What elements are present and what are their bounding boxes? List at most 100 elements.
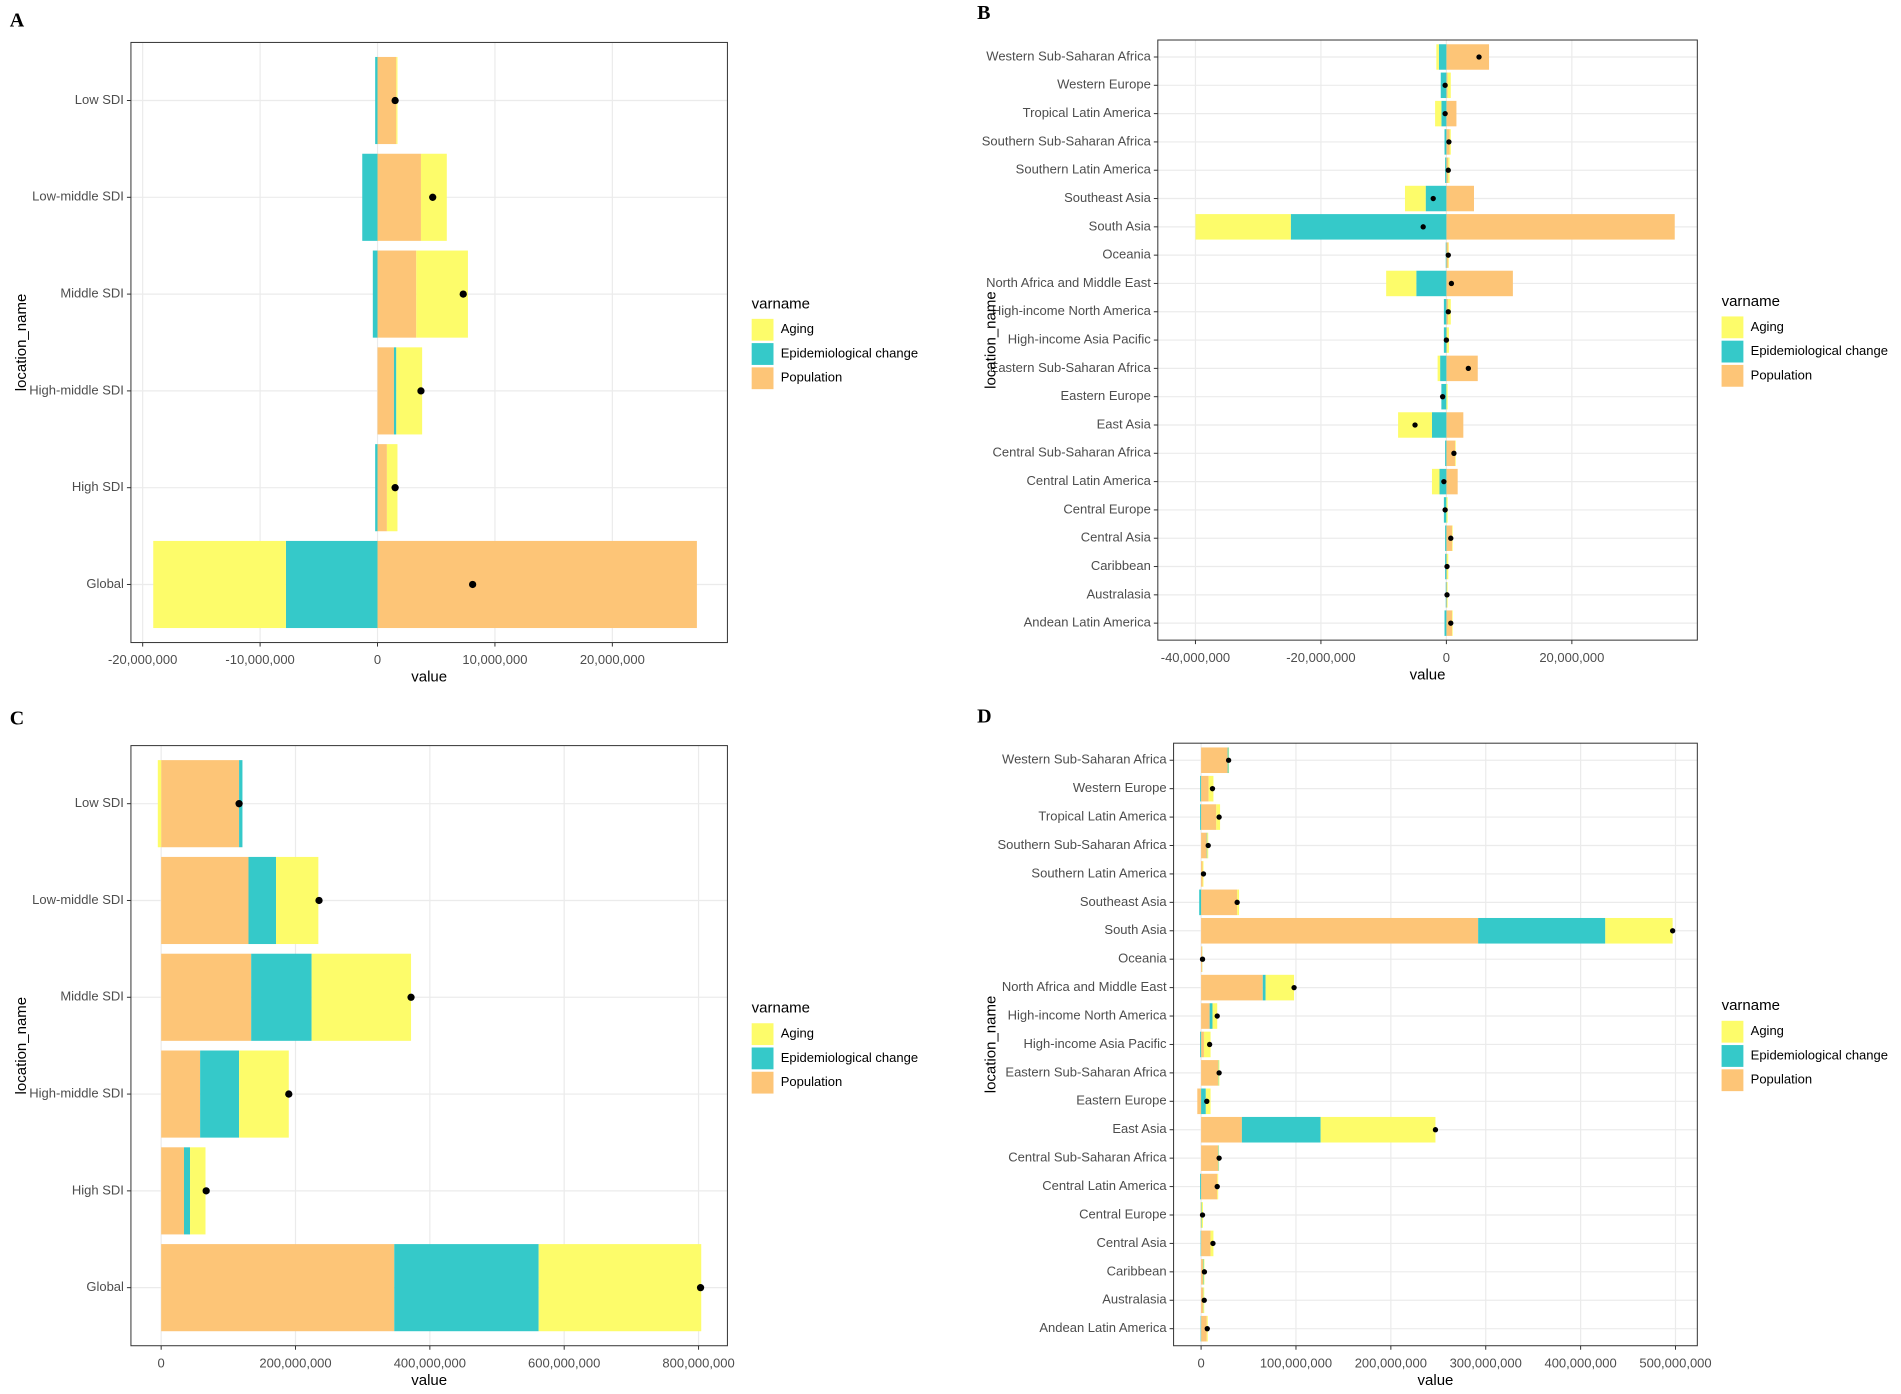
bar-segment (1431, 468, 1440, 495)
net-point (1204, 1326, 1210, 1332)
net-point (315, 896, 323, 905)
bar-segment (200, 1050, 240, 1138)
net-point (1465, 365, 1472, 372)
x-tick-label: 20,000,000 (580, 652, 645, 667)
bar-segment (377, 153, 421, 241)
legend-label: Population (781, 1074, 842, 1089)
y-tick-label: High SDI (72, 479, 124, 494)
net-point (1443, 337, 1450, 343)
bar-segment (1446, 355, 1478, 382)
bar-segment (1443, 299, 1447, 325)
net-point (1206, 1041, 1213, 1048)
x-axis-title: value (1410, 666, 1446, 683)
net-point (1204, 1098, 1210, 1104)
legend-swatch (1721, 364, 1744, 387)
x-axis-title: value (411, 669, 447, 686)
plot-border (130, 745, 728, 1347)
net-point (1442, 82, 1448, 88)
net-point (1201, 1297, 1207, 1303)
net-point (468, 580, 477, 589)
bar-segment (1386, 270, 1417, 297)
legend-swatch (1721, 1020, 1744, 1043)
y-tick-label: Central Europe (1063, 501, 1150, 516)
legend-swatch (1721, 340, 1744, 363)
net-point (391, 96, 399, 105)
panel-letter: A (10, 9, 25, 31)
bar-segment (1404, 185, 1426, 212)
bar-segment (1201, 747, 1228, 774)
y-tick-label: Eastern Europe (1060, 388, 1150, 403)
legend-label: Epidemiological change (781, 345, 918, 360)
bar-segment (1200, 804, 1202, 830)
bar-segment (1201, 1003, 1210, 1029)
bar-segment (1444, 129, 1447, 155)
net-point (1448, 280, 1455, 287)
y-tick-label: Southern Latin America (1016, 162, 1152, 177)
bar-segment (1435, 100, 1442, 127)
bar-segment (1201, 1315, 1207, 1342)
bar-segment (161, 1147, 185, 1235)
y-tick-label: Middle SDI (60, 286, 124, 301)
y-axis-title: location_name (13, 997, 30, 1095)
x-axis-title: value (411, 1372, 447, 1389)
bar-segment (394, 1244, 539, 1332)
bar-segment (311, 953, 412, 1041)
y-tick-label: Tropical Latin America (1038, 809, 1167, 824)
bar-segment (416, 250, 468, 338)
net-point (1205, 842, 1211, 849)
bar-segment (1262, 974, 1266, 1001)
x-tick-label: -20,000,000 (108, 652, 177, 667)
y-tick-label: Low-middle SDI (32, 892, 124, 907)
bar-segment (1446, 214, 1675, 240)
net-point (459, 290, 467, 298)
y-axis-title: location_name (983, 291, 1000, 389)
net-point (1445, 309, 1451, 315)
net-point (1444, 563, 1450, 570)
y-tick-label: East Asia (1097, 416, 1152, 431)
y-tick-label: North Africa and Middle East (986, 275, 1151, 290)
net-point (285, 1090, 293, 1098)
bar-segment (1199, 889, 1202, 916)
bar-segment (1446, 468, 1458, 495)
bar-segment (1201, 1116, 1242, 1143)
bar-segment (1438, 44, 1447, 70)
plot-border (1157, 39, 1698, 641)
net-point (1430, 195, 1436, 202)
bar-segment (1446, 412, 1464, 438)
legend-title: varname (752, 295, 810, 312)
net-point (696, 1284, 705, 1292)
y-tick-label: North Africa and Middle East (1002, 979, 1167, 994)
legend-swatch (751, 1047, 774, 1070)
y-tick-label: Central Latin America (1027, 473, 1152, 488)
bar-segment (377, 56, 397, 145)
legend-title: varname (752, 1000, 810, 1017)
net-point (1234, 899, 1240, 906)
bar-segment (161, 1050, 201, 1138)
x-tick-label: 100,000,000 (1260, 1355, 1332, 1370)
y-tick-label: High-middle SDI (29, 1086, 124, 1101)
bar-segment (1425, 185, 1447, 212)
legend-swatch (1721, 1069, 1744, 1092)
bar-segment (1201, 974, 1263, 1001)
legend-swatch (751, 1023, 774, 1046)
net-point (1448, 620, 1454, 626)
y-tick-label: Western Europe (1057, 77, 1151, 92)
bar-segment (1447, 72, 1451, 99)
bar-segment (1445, 440, 1447, 467)
x-tick-label: 800,000,000 (662, 1355, 734, 1370)
bar-segment (362, 153, 378, 241)
y-tick-label: Low SDI (75, 92, 124, 107)
bar-segment (377, 540, 697, 629)
net-point (417, 387, 425, 395)
y-tick-label: Oceania (1102, 247, 1151, 262)
bar-segment (1416, 270, 1447, 297)
panel-letter: C (10, 708, 24, 730)
bar-segment (1201, 1230, 1211, 1257)
net-point (1432, 1127, 1439, 1133)
y-tick-label: Central Sub-Saharan Africa (993, 445, 1152, 460)
bar-segment (161, 1244, 395, 1332)
net-point (1669, 928, 1676, 934)
bar-segment (1201, 775, 1209, 802)
bar-segment (1446, 383, 1448, 410)
